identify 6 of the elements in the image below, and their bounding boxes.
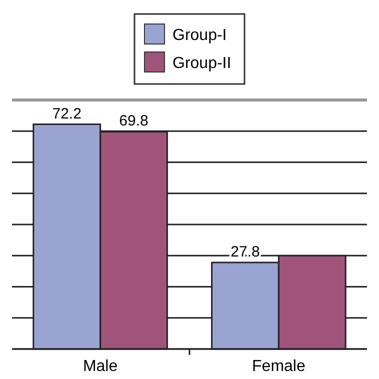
legend-label: Group-I — [172, 27, 227, 44]
x-tick-label: Female — [252, 358, 306, 375]
legend-label: Group-II — [172, 55, 232, 72]
data-label: 69.8 — [119, 112, 148, 130]
data-label: 72.2 — [52, 105, 82, 122]
x-tick-label: Male — [82, 358, 118, 375]
